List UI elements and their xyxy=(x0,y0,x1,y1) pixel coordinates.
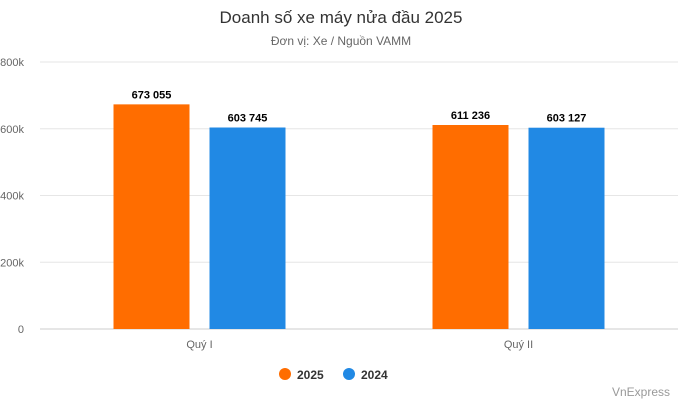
legend-marker-2024 xyxy=(343,368,355,380)
bar-2024-1 xyxy=(209,127,286,329)
x-tick-label: Quý II xyxy=(504,339,533,351)
y-tick-label: 200k xyxy=(0,257,24,269)
data-label: 603 745 xyxy=(228,113,268,125)
data-label: 603 127 xyxy=(547,113,587,125)
y-tick-label: 0 xyxy=(18,324,24,336)
bar-2025-2 xyxy=(432,124,509,329)
y-tick-label: 800k xyxy=(0,57,24,69)
data-label: 673 055 xyxy=(132,89,172,101)
bar-2025-1 xyxy=(113,104,190,330)
y-tick-label: 400k xyxy=(0,191,24,203)
x-tick-label: Quý I xyxy=(186,339,212,351)
y-tick-label: 600k xyxy=(0,124,24,136)
chart-subtitle: Đơn vị: Xe / Nguồn VAMM xyxy=(270,34,412,48)
data-label: 611 236 xyxy=(451,110,490,122)
source-credit: VnExpress xyxy=(611,385,670,399)
chart-title: Doanh số xe máy nửa đầu 2025 xyxy=(219,8,463,27)
bar-2024-2 xyxy=(528,127,605,330)
legend-label: 2025 xyxy=(297,368,324,382)
legend-label: 2024 xyxy=(361,368,388,382)
legend-marker-2025 xyxy=(279,368,291,380)
